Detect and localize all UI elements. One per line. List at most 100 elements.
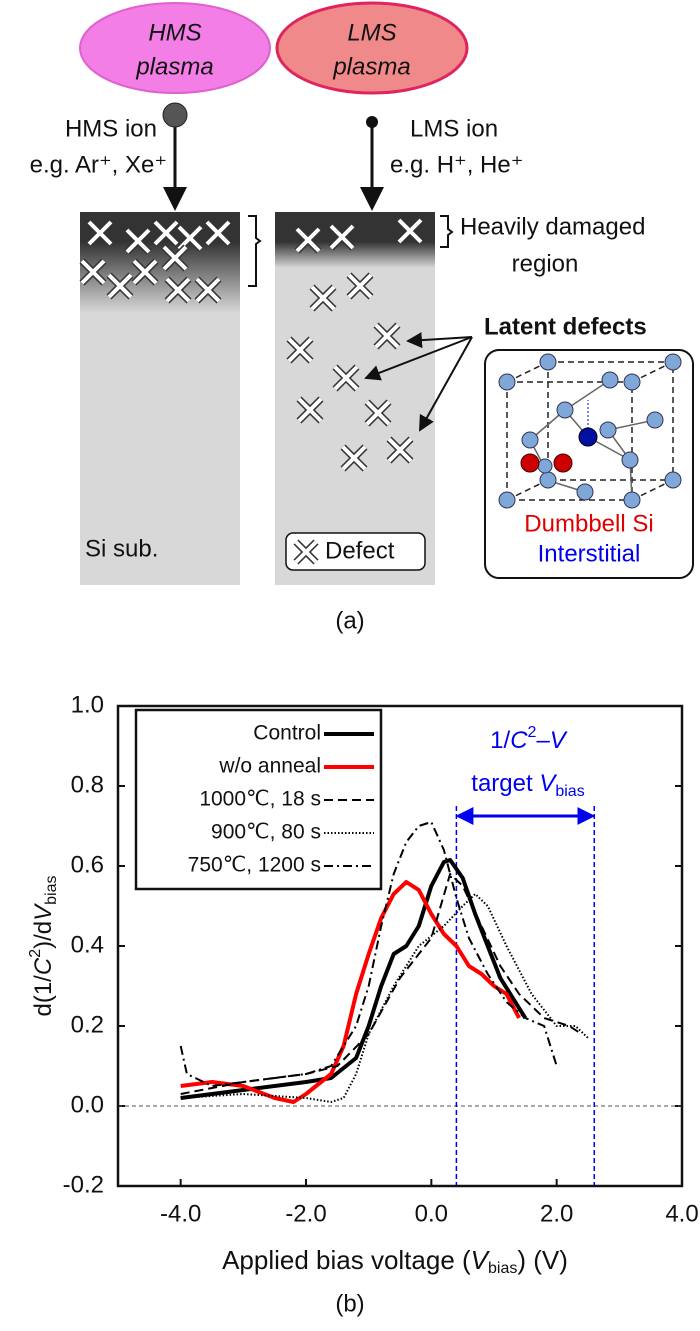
hms-ion-label: HMS ion bbox=[65, 115, 157, 142]
hms-ion-example: e.g. Ar⁺, Xe⁺ bbox=[30, 151, 167, 178]
series-line bbox=[180, 893, 589, 1103]
substrate bbox=[80, 212, 240, 585]
defect bbox=[195, 277, 221, 303]
defect bbox=[295, 227, 321, 253]
label-part: V bbox=[550, 727, 568, 754]
defect bbox=[374, 323, 400, 349]
lms-ion bbox=[366, 116, 378, 128]
defect bbox=[107, 273, 133, 299]
label-part: V bbox=[30, 903, 57, 921]
dumbbell-label: Dumbbell Si bbox=[524, 510, 653, 537]
legend-label: Control bbox=[253, 722, 321, 745]
label-part: C bbox=[510, 727, 528, 754]
legend-label: 750℃, 1200 s bbox=[188, 854, 321, 877]
label-part: 2 bbox=[27, 949, 44, 958]
pointer-arrow bbox=[419, 336, 473, 432]
interstitial-label: Interstitial bbox=[538, 540, 641, 567]
label-part: )/d bbox=[30, 921, 57, 949]
x-tick-label: 0.0 bbox=[415, 1200, 448, 1227]
defect bbox=[329, 224, 355, 250]
legend-label: 1000℃, 18 s bbox=[199, 788, 321, 811]
y-tick-label: 0.4 bbox=[71, 931, 104, 958]
defect bbox=[310, 285, 336, 311]
chart: d(1/C2)/dVbias Applied bias voltage (Vbi… bbox=[27, 691, 698, 1317]
lms-plasma-label: plasma bbox=[332, 53, 410, 80]
defect bbox=[333, 365, 359, 391]
crystal bbox=[498, 353, 682, 509]
y-tick-label: 0.0 bbox=[71, 1091, 104, 1118]
defect bbox=[365, 400, 391, 426]
defect bbox=[153, 220, 179, 246]
x-tick-label: 2.0 bbox=[540, 1200, 573, 1227]
x-axis-label: Applied bias voltage (Vbias) (V) bbox=[222, 1245, 568, 1277]
defect bbox=[341, 445, 367, 471]
label-part: 1/ bbox=[490, 727, 510, 754]
defect bbox=[87, 220, 113, 246]
label-part: C bbox=[30, 957, 57, 975]
defect bbox=[347, 273, 373, 299]
pointer-arrow bbox=[364, 336, 473, 381]
lms-plasma bbox=[275, 1, 469, 95]
y-axis-label: d(1/C2)/dVbias bbox=[27, 876, 60, 1017]
defect bbox=[294, 540, 318, 564]
crystal-box bbox=[484, 349, 694, 579]
defect bbox=[125, 228, 151, 254]
y-tick-label: 1.0 bbox=[71, 691, 104, 718]
defect bbox=[397, 218, 423, 244]
label-part: – bbox=[536, 727, 550, 754]
defect bbox=[387, 437, 413, 463]
label-part: d(1/ bbox=[30, 975, 57, 1017]
series-line bbox=[180, 858, 527, 1100]
y-tick-label: 0.6 bbox=[71, 851, 104, 878]
annotation: 1/C2–V bbox=[490, 724, 568, 754]
damaged-label: Heavily damaged bbox=[460, 213, 645, 240]
label-part: V bbox=[471, 1245, 491, 1275]
latent-label: Latent defects bbox=[484, 313, 647, 340]
hms-plasma-label: plasma bbox=[135, 53, 213, 80]
substrate-label: Si sub. bbox=[85, 535, 158, 562]
lms-plasma-label: LMS bbox=[347, 19, 396, 46]
y-tick-label: -0.2 bbox=[63, 1171, 104, 1198]
defect bbox=[287, 337, 313, 363]
hms-ion bbox=[162, 102, 188, 128]
diagram: HMS plasma LMS plasma HMS ion e.g. Ar⁺, … bbox=[30, 1, 694, 634]
x-tick-label: -2.0 bbox=[285, 1200, 326, 1227]
label-part: ) (V) bbox=[517, 1245, 568, 1275]
defect bbox=[297, 397, 323, 423]
defects bbox=[79, 217, 424, 472]
defect bbox=[162, 245, 188, 271]
bracket bbox=[248, 215, 262, 287]
defect-label: Defect bbox=[325, 537, 395, 564]
lms-ion-example: e.g. H⁺, He⁺ bbox=[390, 151, 523, 178]
annotation: target Vbias bbox=[471, 770, 584, 800]
defect bbox=[80, 259, 106, 285]
label-part: Applied bias voltage ( bbox=[222, 1245, 471, 1275]
defect bbox=[165, 277, 191, 303]
caption: (b) bbox=[335, 1290, 364, 1317]
damaged-label: region bbox=[512, 250, 579, 277]
hms-plasma bbox=[79, 2, 271, 94]
hms-plasma-label: HMS bbox=[148, 19, 201, 46]
label-part: bias bbox=[43, 876, 60, 905]
label-part: V bbox=[539, 770, 557, 797]
legend-label: 900℃, 80 s bbox=[211, 821, 321, 844]
series-line bbox=[180, 880, 521, 1104]
series-line bbox=[180, 873, 583, 1095]
x-tick-label: -4.0 bbox=[160, 1200, 201, 1227]
y-tick-label: 0.8 bbox=[71, 771, 104, 798]
label-part: bias bbox=[488, 1260, 517, 1277]
pointer-arrow bbox=[406, 332, 473, 349]
legend-label: w/o anneal bbox=[218, 755, 321, 778]
label-part: 2 bbox=[528, 724, 537, 741]
caption: (a) bbox=[335, 607, 364, 634]
defect bbox=[132, 259, 158, 285]
lms-ion-label: LMS ion bbox=[410, 115, 498, 142]
substrate bbox=[275, 212, 435, 585]
legend-box bbox=[285, 532, 426, 571]
plot-frame bbox=[116, 704, 684, 1188]
bracket bbox=[440, 215, 454, 248]
label-part: target bbox=[471, 770, 539, 797]
defect bbox=[177, 225, 203, 251]
label-part: bias bbox=[555, 783, 584, 800]
